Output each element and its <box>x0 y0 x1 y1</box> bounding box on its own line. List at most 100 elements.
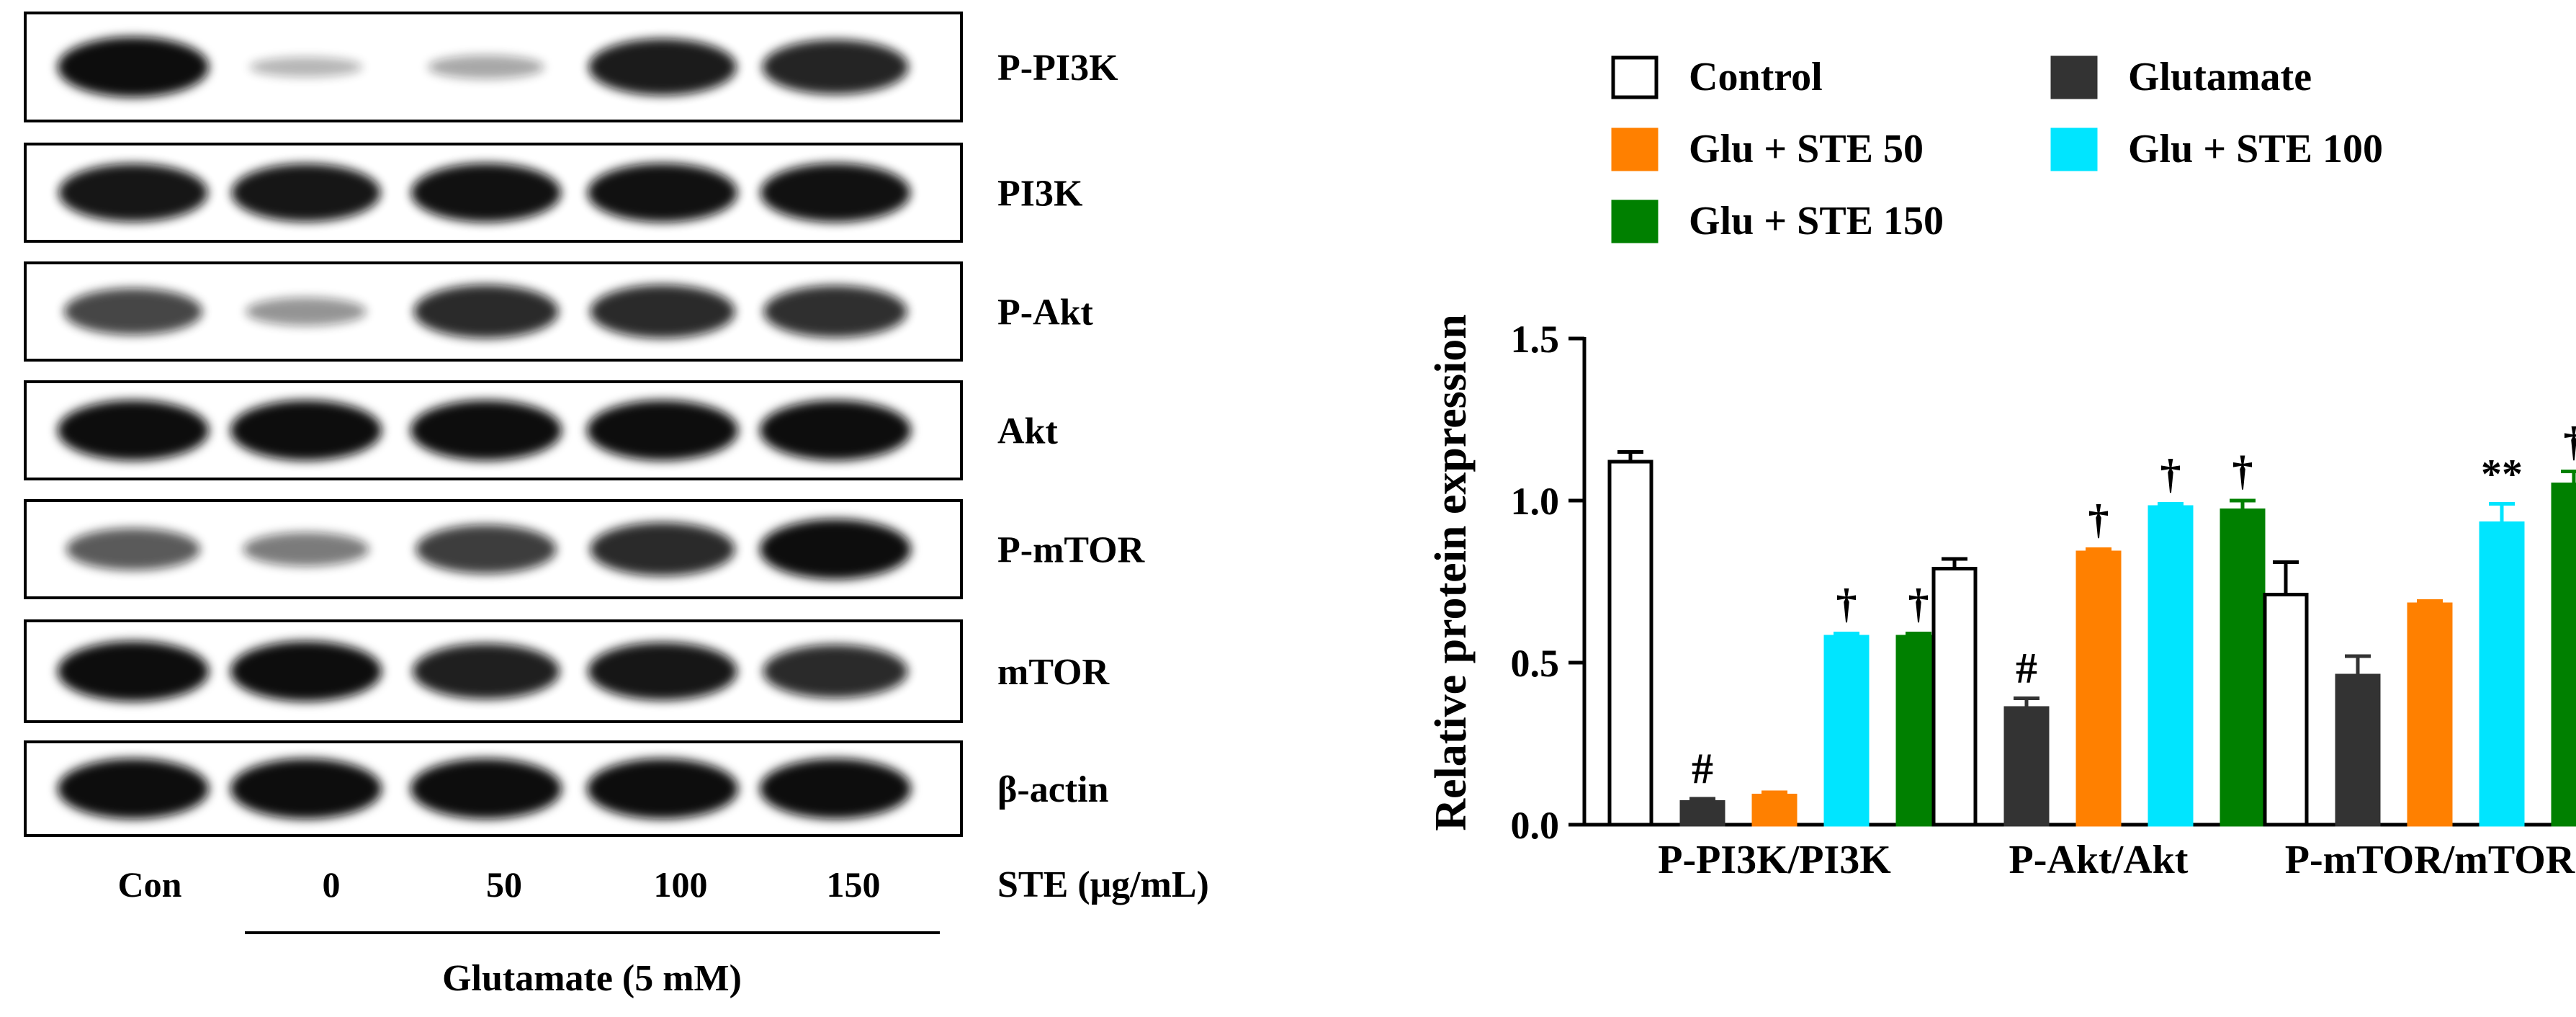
lane-label-150: 150 <box>827 864 881 905</box>
chart-axes: 0.0 0.5 1.0 1.5 <box>1511 318 2560 847</box>
blot-band <box>588 642 737 701</box>
blot-band <box>590 285 735 339</box>
blot-label: P-Akt <box>997 292 1094 333</box>
significance-mark: † <box>2160 451 2181 498</box>
blot-band <box>410 758 562 819</box>
blot-actin: β-actin <box>24 740 1109 837</box>
significance-mark: † <box>1908 581 1929 627</box>
chart-bars: # † † P-PI3K/PI3K # † † † P-Akt/Akt ** † P-mTOR/mTO… <box>1607 418 2576 882</box>
legend-label: Glu + STE 150 <box>1689 199 1944 243</box>
legend-item-glu-ste-150: Glu + STE 150 <box>1611 199 1944 243</box>
blot-pi3k: PI3K <box>24 143 1083 243</box>
legend-swatch <box>2050 127 2098 171</box>
blot-band <box>587 400 738 461</box>
legend-item-glutamate: Glutamate <box>2050 55 2312 99</box>
blot-label: PI3K <box>997 174 1083 215</box>
blot-label: β-actin <box>997 769 1109 810</box>
bar-glu-ste-100-p-pi3k-pi3k <box>1823 635 1870 827</box>
blot-band <box>249 57 363 77</box>
y-axis-title: Relative protein expression <box>1427 314 1476 831</box>
blot-band <box>428 55 544 79</box>
blot-band <box>760 163 911 223</box>
blot-band <box>58 37 209 97</box>
bar-control-p-mtor-mtor <box>2263 593 2309 827</box>
blot-p-mtor: P-mTOR <box>24 499 1146 599</box>
significance-mark: † <box>1836 581 1857 627</box>
y-tick-label: 0.0 <box>1511 804 1560 847</box>
blot-band <box>58 758 209 819</box>
blot-band <box>410 163 562 223</box>
blot-band <box>58 400 209 461</box>
legend-item-glu-ste-100: Glu + STE 100 <box>2050 127 2383 171</box>
x-tick-label: P-PI3K/PI3K <box>1658 838 1891 882</box>
blot-strips: P-PI3K PI3K P-Akt Akt P-mTOR mTOR β-actin <box>24 12 1146 837</box>
dose-label: STE (μg/mL) <box>997 864 1209 905</box>
blot-label: Akt <box>997 411 1058 452</box>
bar-glu-ste-50-p-akt-akt <box>2075 550 2122 827</box>
lane-label-con: Con <box>118 864 182 905</box>
western-blot-panel: P-PI3K PI3K P-Akt Akt P-mTOR mTOR β-actin Con … <box>24 12 1209 999</box>
bar-group-p-akt-akt: # † † † P-Akt/Akt <box>1931 447 2266 882</box>
blot-band <box>66 528 200 570</box>
blot-band <box>763 285 907 338</box>
blot-band <box>230 400 382 461</box>
legend-label: Glu + STE 50 <box>1689 127 1924 171</box>
legend: Control Glutamate Glu + STE 50 Glu + STE 10… <box>1611 55 2383 243</box>
significance-mark: # <box>1692 745 1713 792</box>
bar-chart: Relative protein expression 0.0 0.5 1.0 1.5… <box>1427 314 2576 882</box>
blot-band <box>410 400 562 461</box>
bar-glutamate-p-pi3k-pi3k <box>1679 800 1725 827</box>
blot-band <box>230 758 382 819</box>
blot-band <box>760 758 911 819</box>
lane-label-50: 50 <box>486 864 522 905</box>
blot-band <box>760 519 911 580</box>
blot-band <box>243 532 369 566</box>
significance-mark: † <box>2232 447 2253 494</box>
bar-glu-ste-150-p-akt-akt <box>2220 508 2266 827</box>
legend-label: Control <box>1689 55 1823 99</box>
bar-glu-ste-50-p-pi3k-pi3k <box>1751 794 1798 827</box>
blot-p-akt: P-Akt <box>24 261 1094 362</box>
lane-labels: Con 0 50 100 150 <box>118 864 881 905</box>
bar-group-p-mtor-mtor: ** † P-mTOR/mTOR <box>2263 418 2576 882</box>
legend-label: Glutamate <box>2128 55 2312 99</box>
blot-mtor: mTOR <box>24 619 1110 723</box>
blot-label: mTOR <box>997 652 1110 693</box>
bar-control-p-akt-akt <box>1931 567 1978 827</box>
legend-label: Glu + STE 100 <box>2128 127 2383 171</box>
significance-mark: † <box>2564 418 2576 465</box>
significance-mark: † <box>2088 496 2109 543</box>
blot-band <box>762 39 909 95</box>
y-tick-label: 1.0 <box>1511 480 1560 523</box>
bar-glutamate-p-mtor-mtor <box>2335 673 2381 827</box>
legend-item-control: Control <box>1611 55 1823 99</box>
bar-glu-ste-50-p-mtor-mtor <box>2407 602 2453 827</box>
blot-band <box>590 522 735 576</box>
y-tick-label: 0.5 <box>1511 642 1560 685</box>
bar-glutamate-p-akt-akt <box>2003 706 2050 827</box>
bar-glu-ste-150-p-mtor-mtor <box>2551 483 2576 827</box>
blot-band <box>58 641 209 702</box>
blot-band <box>230 641 382 702</box>
blot-band <box>587 163 738 223</box>
blot-p-pi3k: P-PI3K <box>24 12 1118 122</box>
y-tick-label: 1.5 <box>1511 318 1560 361</box>
blot-band <box>587 758 738 819</box>
legend-swatch <box>1611 55 1659 99</box>
bar-glu-ste-100-p-akt-akt <box>2148 505 2194 827</box>
blot-label: P-PI3K <box>997 48 1118 89</box>
blot-band <box>588 38 737 96</box>
blot-band <box>760 400 911 461</box>
x-tick-label: P-Akt/Akt <box>2009 838 2189 882</box>
lane-label-0: 0 <box>323 864 341 905</box>
blot-band <box>763 644 908 699</box>
blot-band <box>58 163 208 222</box>
legend-swatch <box>1611 200 1659 243</box>
legend-swatch <box>1611 127 1659 171</box>
blot-band <box>231 163 381 222</box>
x-tick-label: P-mTOR/mTOR <box>2285 838 2575 882</box>
lane-label-100: 100 <box>654 864 708 905</box>
bar-glu-ste-100-p-mtor-mtor <box>2479 521 2525 827</box>
blot-band <box>413 285 559 339</box>
